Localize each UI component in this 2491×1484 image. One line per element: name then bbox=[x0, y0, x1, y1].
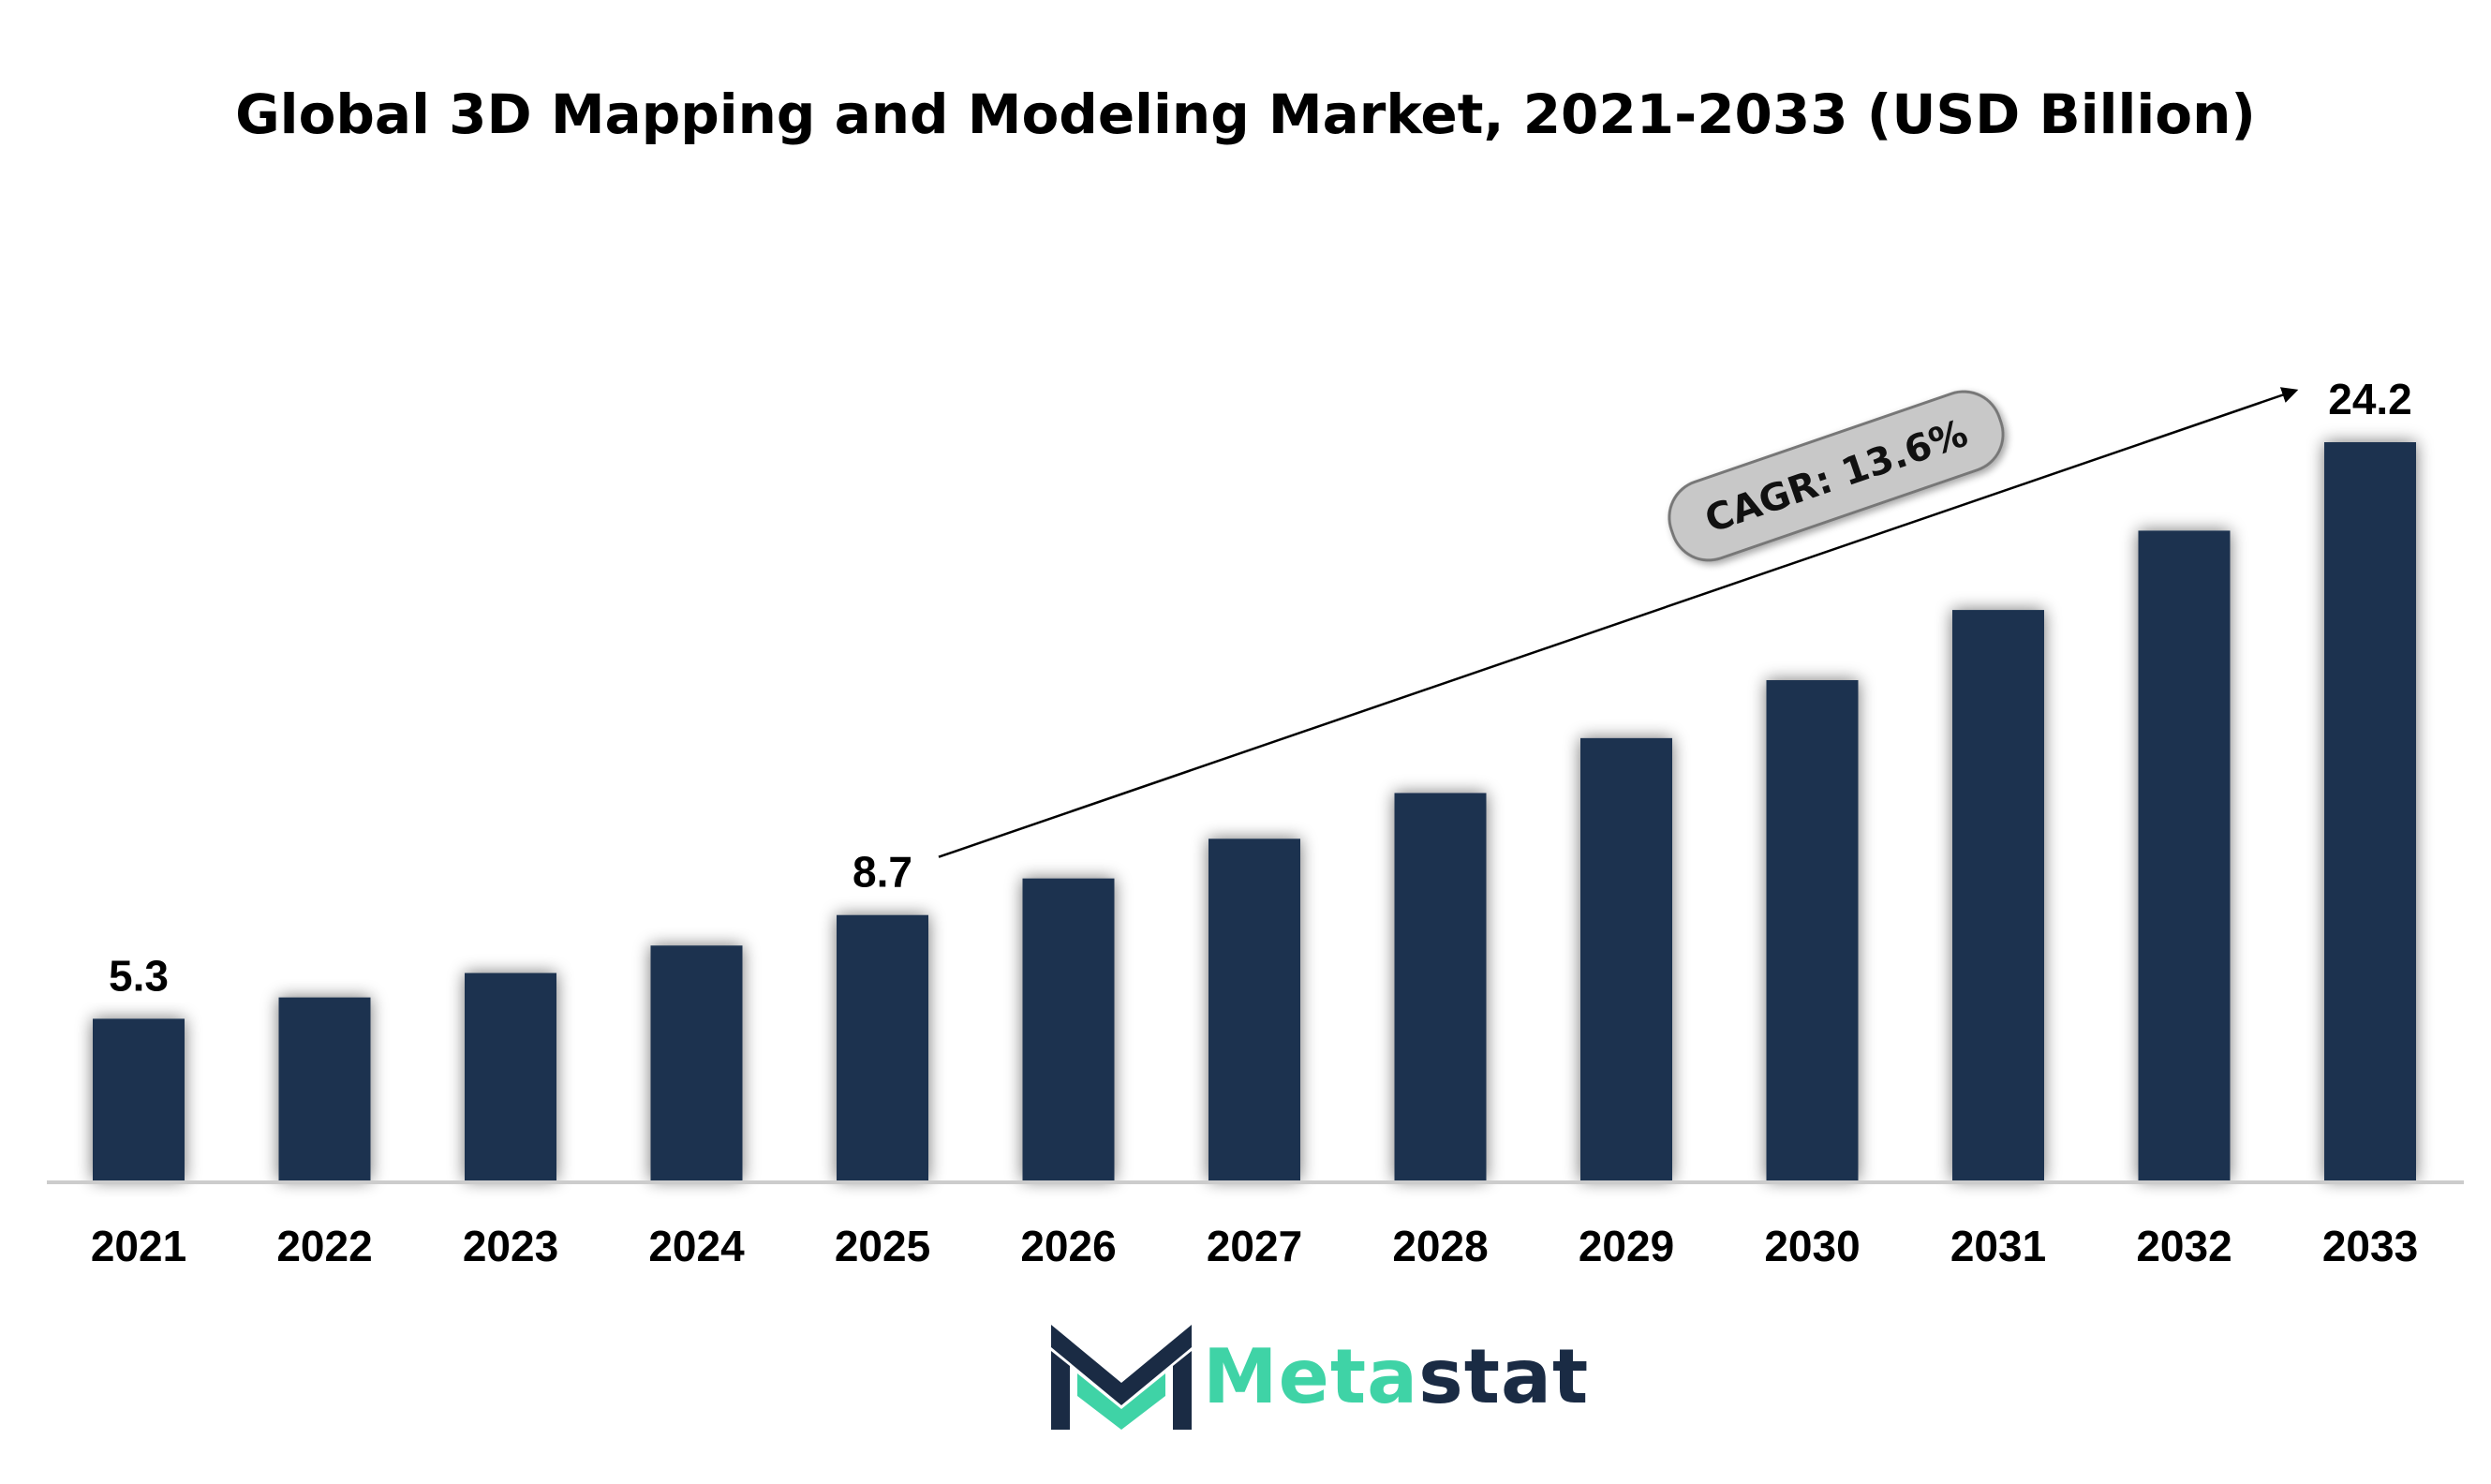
cagr-arrow bbox=[938, 387, 2299, 858]
bar-2027 bbox=[1208, 838, 1300, 1180]
data-labels: 5.3 8.7 24.2 bbox=[109, 375, 2412, 1000]
x-tick-label-2022: 2022 bbox=[276, 1222, 372, 1270]
data-label-2025: 8.7 bbox=[853, 848, 912, 897]
metastat-m-logo-icon bbox=[1051, 1325, 1192, 1430]
data-label-2021: 5.3 bbox=[109, 951, 169, 1000]
bar-2021 bbox=[93, 1018, 185, 1180]
metastat-logo: Metastat bbox=[1051, 1321, 1589, 1433]
x-tick-label-2024: 2024 bbox=[648, 1222, 745, 1270]
bar-2022 bbox=[278, 997, 371, 1180]
chart-title: Global 3D Mapping and Modeling Market, 2… bbox=[235, 82, 2256, 146]
x-tick-label-2023: 2023 bbox=[463, 1222, 558, 1270]
bar-2023 bbox=[465, 972, 556, 1180]
bar-2026 bbox=[1022, 878, 1115, 1180]
x-axis-ticks: 2021 2022 2023 2024 2025 2026 2027 2028 2029 2030… bbox=[91, 1222, 2418, 1270]
bar-2031 bbox=[1952, 610, 2044, 1180]
x-tick-label-2027: 2027 bbox=[1207, 1222, 1302, 1270]
x-tick-label-2025: 2025 bbox=[835, 1222, 930, 1270]
cagr-pill: CAGR: 13.6% bbox=[1668, 390, 2005, 562]
x-tick-label-2021: 2021 bbox=[91, 1222, 186, 1270]
logo-text-meta: Meta bbox=[1203, 1333, 1419, 1420]
bar-2029 bbox=[1580, 737, 1672, 1180]
bars-layer bbox=[93, 442, 2416, 1180]
bar-2032 bbox=[2138, 530, 2231, 1180]
x-tick-label-2033: 2033 bbox=[2322, 1222, 2418, 1270]
logo-text-stat: stat bbox=[1418, 1333, 1590, 1420]
bar-2033 bbox=[2324, 442, 2416, 1180]
x-tick-label-2026: 2026 bbox=[1020, 1222, 1116, 1270]
data-label-2033: 24.2 bbox=[2328, 375, 2412, 423]
x-tick-label-2028: 2028 bbox=[1392, 1222, 1488, 1270]
cagr-pill-background bbox=[1668, 390, 2005, 562]
bar-2030 bbox=[1766, 679, 1859, 1180]
bar-2028 bbox=[1394, 793, 1487, 1180]
bar-2025 bbox=[837, 914, 928, 1180]
bar-2024 bbox=[650, 945, 743, 1180]
metastat-wordmark: Metastat bbox=[1203, 1340, 1589, 1415]
x-tick-label-2031: 2031 bbox=[1950, 1222, 2046, 1270]
x-tick-label-2029: 2029 bbox=[1579, 1222, 1674, 1270]
x-tick-label-2030: 2030 bbox=[1764, 1222, 1860, 1270]
x-tick-label-2032: 2032 bbox=[2136, 1222, 2232, 1270]
